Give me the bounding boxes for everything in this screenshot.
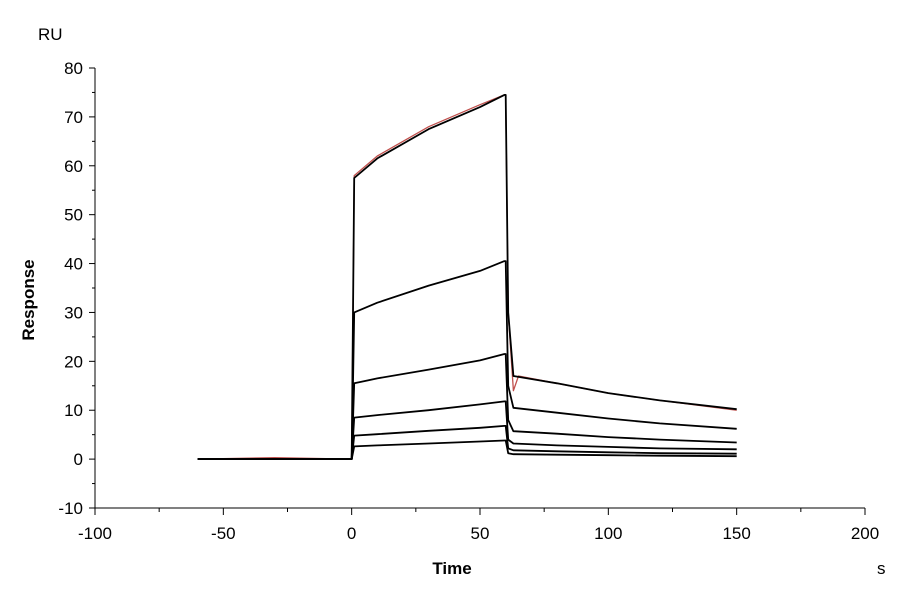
y-ticks: -10 0 10 20 30 40 50 60 70 80 [58,59,95,518]
x-tick-label: 200 [851,524,879,543]
y-unit-label: RU [38,25,63,44]
series-line-7 [197,439,737,461]
x-tick-label: -100 [78,524,112,543]
x-unit-label: s [877,559,886,578]
y-tick-label: 30 [64,303,83,322]
y-tick-label: 50 [64,206,83,225]
y-tick-label: -10 [58,499,83,518]
x-tick-label: 50 [471,524,490,543]
y-tick-label: 80 [64,59,83,78]
x-tick-label: 0 [347,524,356,543]
y-tick-label: 40 [64,255,83,274]
x-axis-title: Time [432,559,471,578]
x-tick-label: 150 [722,524,750,543]
y-tick-label: 60 [64,157,83,176]
series-line-3 [197,260,737,461]
y-tick-label: 0 [74,450,83,469]
series-line-4 [197,353,737,461]
y-axis-title: Response [19,259,38,340]
x-tick-label: -50 [211,524,236,543]
series-layer [197,94,737,461]
x-ticks: -100 -50 0 50 100 150 200 [78,508,879,543]
series-line-2 [197,94,737,461]
y-tick-label: 20 [64,352,83,371]
x-tick-label: 100 [594,524,622,543]
series-line-6 [197,424,737,461]
series-line-5 [197,400,737,461]
y-tick-label: 70 [64,108,83,127]
y-tick-label: 10 [64,401,83,420]
